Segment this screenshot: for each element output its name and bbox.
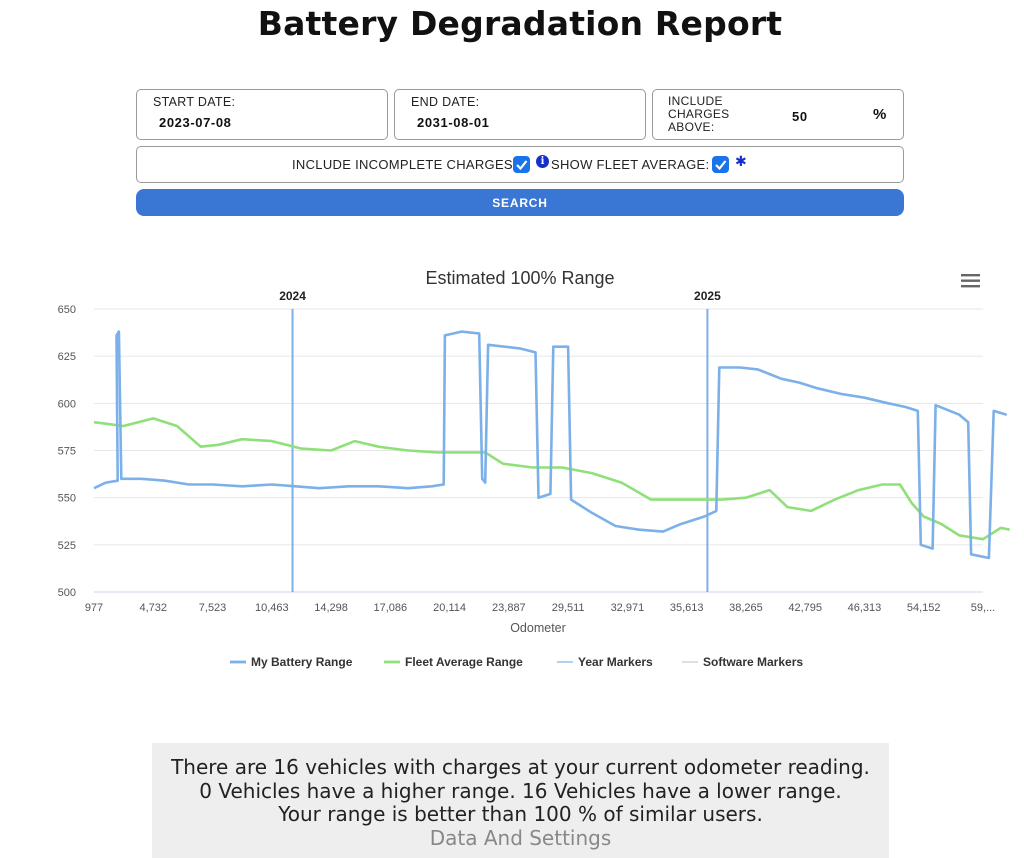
comparison-summary: There are 16 vehicles with charges at yo… <box>152 743 889 858</box>
y-tick-label: 600 <box>58 398 76 410</box>
summary-line-2: 0 Vehicles have a higher range. 16 Vehic… <box>199 778 842 803</box>
range-chart: Estimated 100% Range 500 525 550 575 600 625 6… <box>58 268 1010 669</box>
legend-label: Fleet Average Range <box>405 655 523 669</box>
x-tick-label: 54,152 <box>907 602 941 614</box>
incomplete-charges-label: INCLUDE INCOMPLETE CHARGES: <box>292 157 517 172</box>
x-tick-label: 42,795 <box>788 602 822 614</box>
end-date-field[interactable]: END DATE: <box>394 89 646 140</box>
y-tick-label: 550 <box>58 493 76 505</box>
chart-title: Estimated 100% Range <box>425 268 614 288</box>
legend-fleet-average-range[interactable]: Fleet Average Range <box>384 655 523 669</box>
summary-line-1: There are 16 vehicles with charges at yo… <box>171 755 870 779</box>
charges-above-field[interactable]: INCLUDE CHARGES ABOVE: % <box>652 89 904 140</box>
y-tick-label: 650 <box>58 304 76 316</box>
x-tick-label: 7,523 <box>199 602 227 614</box>
legend-year-markers[interactable]: Year Markers <box>557 655 653 669</box>
x-tick-label: 46,313 <box>848 602 882 614</box>
charges-above-input[interactable] <box>792 109 832 124</box>
legend-label: My Battery Range <box>251 655 353 669</box>
hamburger-menu-icon[interactable] <box>961 274 980 288</box>
x-tick-label: 10,463 <box>255 602 289 614</box>
summary-line-4: Data And Settings <box>429 825 612 850</box>
options-row: INCLUDE INCOMPLETE CHARGES: i SHOW FLEET… <box>136 146 904 183</box>
fleet-average-label: SHOW FLEET AVERAGE: <box>551 157 710 172</box>
fleet-average-checkbox[interactable] <box>712 156 729 173</box>
info-icon[interactable]: i <box>536 155 549 168</box>
x-tick-label: 14,298 <box>314 602 348 614</box>
x-tick-label: 59,... <box>971 602 995 614</box>
start-date-field[interactable]: START DATE: <box>136 89 388 140</box>
checkmark-icon <box>516 160 528 171</box>
x-tick-label: 17,086 <box>374 602 408 614</box>
x-tick-label: 29,511 <box>552 602 585 614</box>
y-tick-label: 575 <box>58 446 76 458</box>
x-tick-label: 35,613 <box>670 602 704 614</box>
start-date-label: START DATE: <box>153 95 236 109</box>
y-tick-label: 500 <box>58 587 76 599</box>
x-tick-label: 20,114 <box>433 602 466 614</box>
y-tick-label: 625 <box>58 351 76 363</box>
percent-unit: % <box>873 106 887 123</box>
legend-label: Software Markers <box>703 655 803 669</box>
x-tick-label: 977 <box>85 602 103 614</box>
start-date-input[interactable] <box>159 115 359 130</box>
x-tick-label: 23,887 <box>492 602 526 614</box>
summary-line-3: Your range is better than 100 % of simil… <box>278 802 763 826</box>
fleet-average-range-line <box>93 417 1010 541</box>
incomplete-charges-checkbox[interactable] <box>513 156 530 173</box>
end-date-input[interactable] <box>417 115 617 130</box>
year-marker-label: 2024 <box>279 289 306 303</box>
x-axis-label: Odometer <box>510 621 566 635</box>
legend-software-markers[interactable]: Software Markers <box>682 655 803 669</box>
checkmark-icon <box>715 160 727 171</box>
year-marker-label: 2025 <box>694 289 721 303</box>
x-tick-label: 32,971 <box>611 602 645 614</box>
page-title: Battery Degradation Report <box>257 4 783 43</box>
legend-my-battery-range[interactable]: My Battery Range <box>230 655 353 669</box>
legend-label: Year Markers <box>578 655 653 669</box>
end-date-label: END DATE: <box>411 95 480 109</box>
my-battery-range-line <box>93 330 1008 560</box>
x-tick-label: 38,265 <box>729 602 763 614</box>
charges-above-label: INCLUDE CHARGES ABOVE: <box>668 94 730 134</box>
y-tick-label: 525 <box>58 540 76 552</box>
gear-icon[interactable]: ✱ <box>735 153 747 169</box>
search-button[interactable]: SEARCH <box>136 189 904 216</box>
x-tick-label: 4,732 <box>140 602 168 614</box>
